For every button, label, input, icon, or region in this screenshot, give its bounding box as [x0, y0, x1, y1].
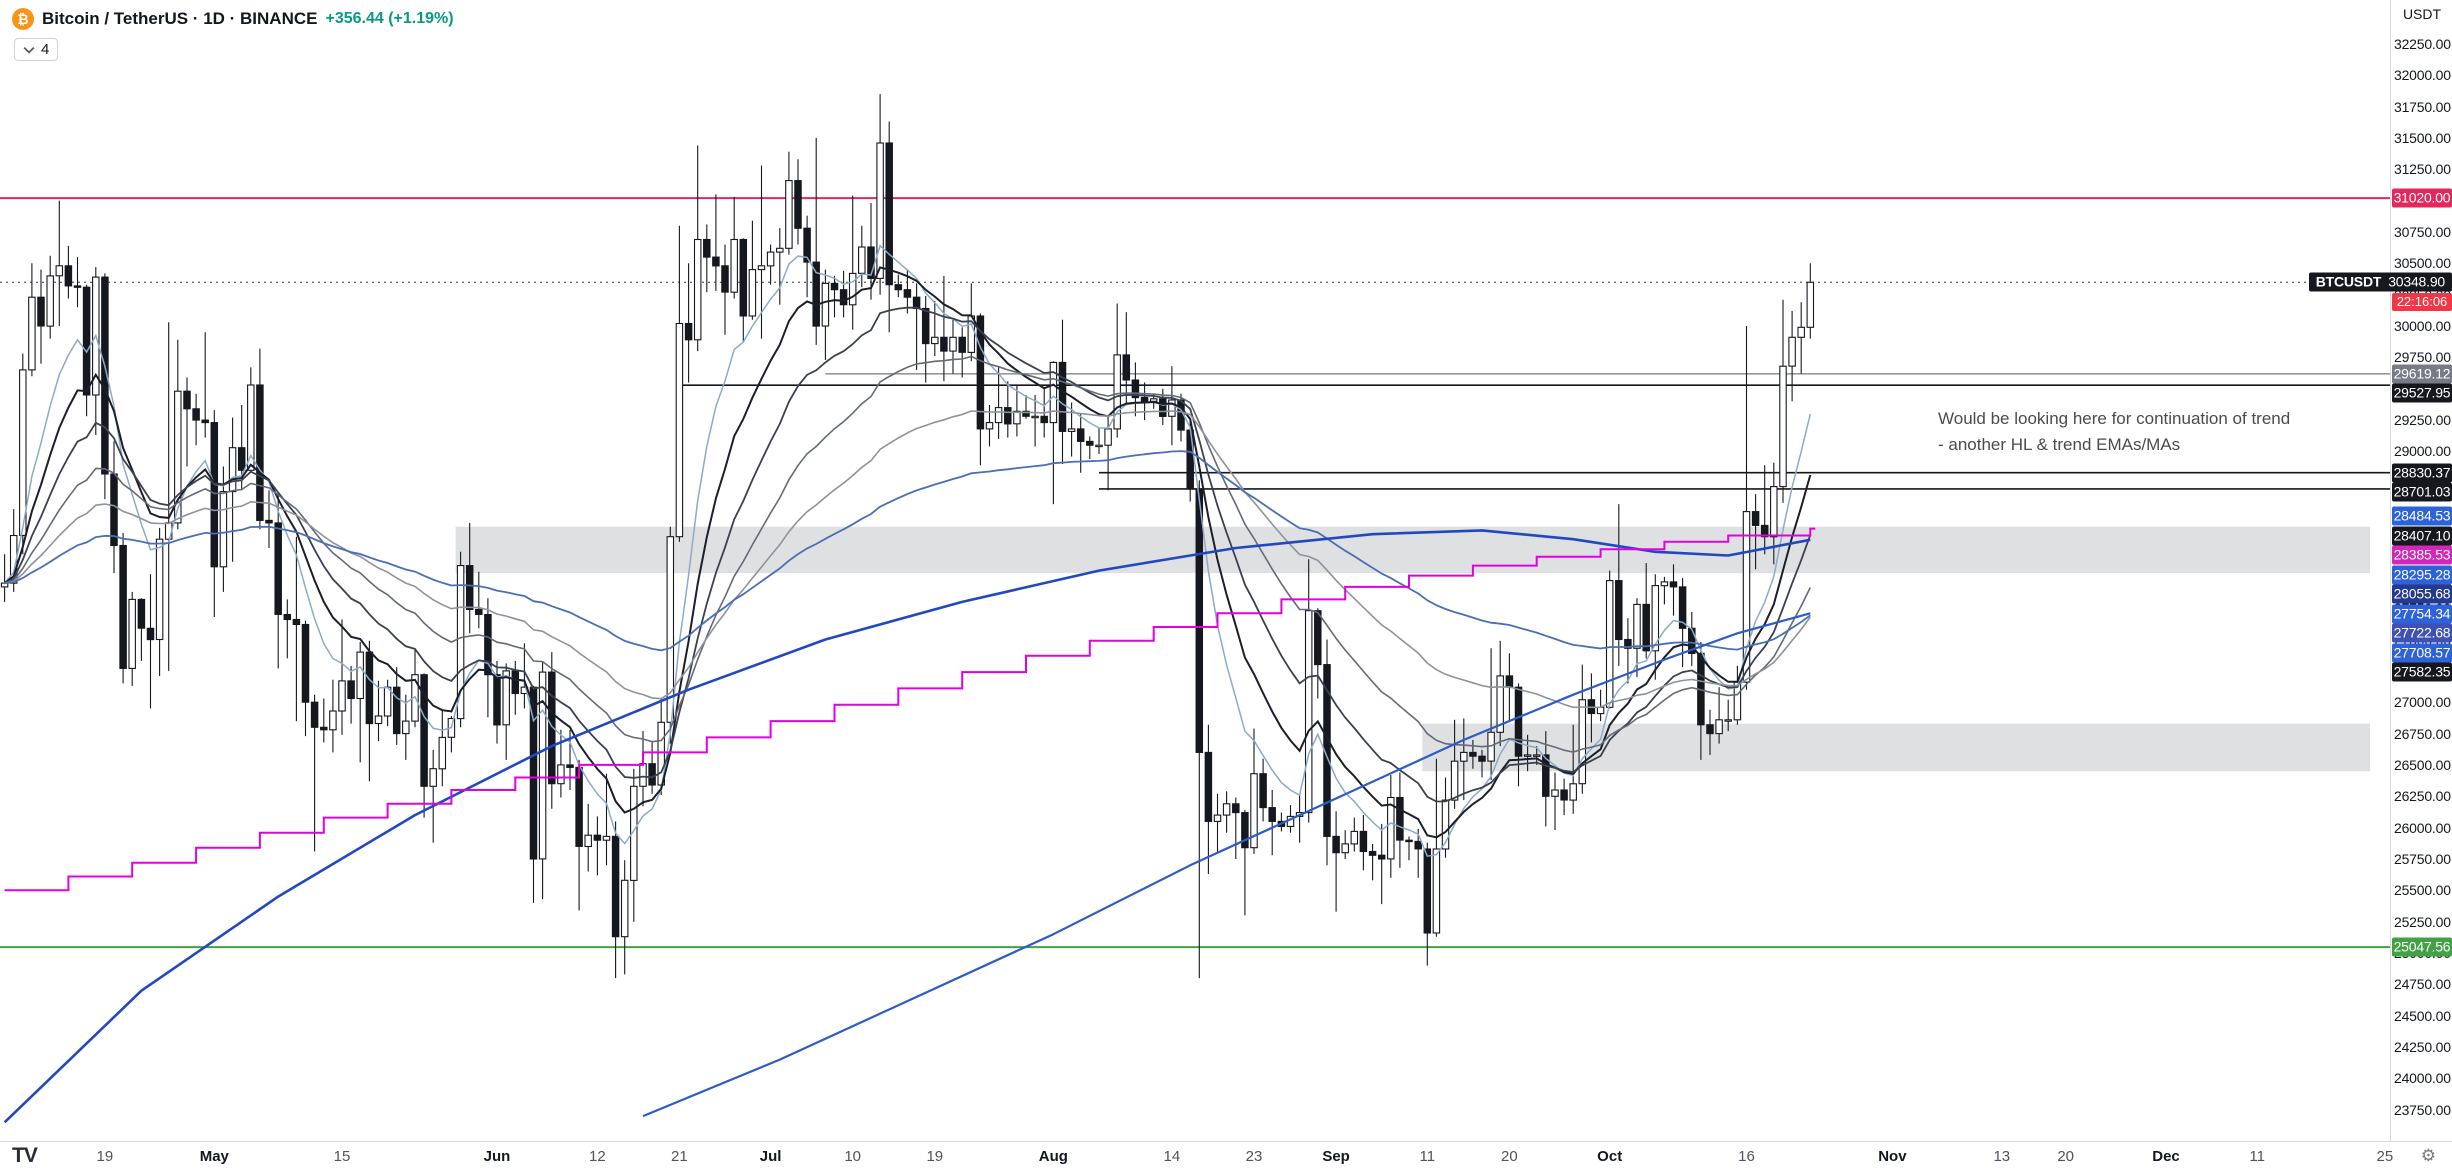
price-tick-label: 31250.00: [2394, 161, 2451, 178]
price-badge: 27754.34: [2392, 604, 2452, 624]
time-tick-label: Jul: [759, 1148, 782, 1165]
price-tick-label: 24500.00: [2394, 1007, 2451, 1024]
price-badge: 28830.37: [2392, 463, 2452, 483]
price-badge: 27582.35: [2392, 662, 2452, 682]
ema-line: [4, 450, 1811, 652]
weekly-ma-magenta: [4, 527, 1816, 892]
price-tick-label: 24000.00: [2394, 1070, 2451, 1087]
time-tick-label: 21: [671, 1148, 688, 1165]
price-badge: 27708.57: [2392, 643, 2452, 663]
axis-settings-corner[interactable]: ⚙: [2421, 1146, 2436, 1166]
price-axis[interactable]: USDT 32250.00 32000.00 31750.00 31500.00 312…: [2308, 0, 2452, 1141]
price-tick-label: 30750.00: [2394, 224, 2451, 240]
time-tick-label: 19: [96, 1148, 114, 1165]
indicator-count: 4: [41, 41, 50, 58]
price-badge: 28295.28: [2392, 565, 2452, 585]
price-tick-label: 27000.00: [2394, 694, 2451, 711]
price-tick-label: 23750.00: [2394, 1101, 2451, 1118]
price-badge-container: 31020.00 BTCUSDT 30348.90 22:16:06 29619.12 2…: [2308, 0, 2452, 1141]
time-tick-label: Jun: [483, 1148, 511, 1165]
time-tick-label: 25: [2376, 1148, 2394, 1165]
long-ma-blue: [3, 529, 1811, 1124]
time-tick-label: Aug: [1038, 1148, 1068, 1165]
bar-countdown-badge: 22:16:06: [2392, 292, 2452, 311]
price-tick-label: 25500.00: [2394, 882, 2451, 899]
time-tick-label: Oct: [1597, 1148, 1623, 1165]
tradingview-logo[interactable]: TV: [12, 1144, 38, 1167]
time-tick-label: 16: [1738, 1148, 1755, 1165]
time-tick-label: Dec: [2152, 1148, 2180, 1165]
trend-note-annotation[interactable]: Would be looking here for continuation o…: [1938, 406, 2290, 458]
chart-canvas[interactable]: [0, 0, 2390, 1141]
time-tick-label: 20: [2057, 1148, 2075, 1165]
price-badge: 29619.12: [2392, 364, 2452, 384]
price-badge: 29527.95: [2392, 383, 2452, 403]
time-tick-label: 13: [1993, 1148, 2011, 1165]
chart-plot-area[interactable]: Would be looking here for continuation o…: [0, 0, 2390, 1141]
price-change-text: +356.44 (+1.19%): [325, 10, 454, 27]
price-tick-label: 26750.00: [2394, 725, 2451, 742]
time-tick-label: 19: [926, 1148, 944, 1165]
price-tick-label: 31500.00: [2394, 129, 2451, 146]
ema-line: [4, 410, 1811, 709]
time-tick-label: May: [199, 1148, 229, 1165]
time-tick-label: 20: [1501, 1148, 1518, 1165]
time-tick-label: 12: [589, 1148, 606, 1165]
ema-line: [4, 266, 1812, 839]
price-tick-label: 25250.00: [2394, 913, 2451, 930]
price-badge: 28055.68: [2392, 584, 2452, 604]
price-tick-label: 26000.00: [2394, 819, 2451, 836]
candles-layer: [0, 94, 1815, 979]
indicators-collapsed-chip[interactable]: 4: [14, 38, 59, 61]
chart-legend: ₿ Bitcoin / TetherUS · 1D · BINANCE +356…: [12, 8, 454, 61]
gear-icon[interactable]: ⚙: [2420, 1146, 2436, 1165]
time-tick-label: 23: [1245, 1148, 1263, 1165]
annotation-line-1: Would be looking here for continuation o…: [1938, 409, 2291, 428]
price-badge: 31020.00: [2392, 188, 2452, 208]
price-badge: 27722.68: [2392, 623, 2452, 643]
symbol-title[interactable]: Bitcoin / TetherUS · 1D · BINANCE: [42, 9, 318, 28]
annotation-line-2: - another HL & trend EMAs/MAs: [1938, 435, 2181, 454]
time-tick-label: 10: [844, 1148, 862, 1165]
time-tick-label: 15: [333, 1148, 351, 1165]
price-tick-label: 29750.00: [2394, 349, 2451, 366]
chevron-down-icon: [23, 46, 35, 54]
time-axis[interactable]: TV 19 May 15 Jun 12 21 Jul 10 19 Aug 14 23 Sep 11 20 Oc…: [0, 1141, 2452, 1171]
axis-currency-label: USDT: [2402, 6, 2442, 22]
price-tick-label: 32250.00: [2394, 35, 2451, 52]
time-tick-label: 11: [2249, 1148, 2265, 1165]
price-badge: 28484.53: [2392, 506, 2452, 526]
time-tick-label: Nov: [1878, 1148, 1907, 1165]
price-tick-label: 30000.00: [2394, 318, 2451, 334]
last-price-badge: BTCUSDT 30348.90: [2308, 272, 2452, 292]
price-tick-label: 29000.00: [2394, 443, 2451, 460]
ema-line: [4, 355, 1812, 753]
bitcoin-glyph: ₿: [17, 11, 29, 27]
price-tick-label: 32000.00: [2394, 67, 2451, 84]
price-tick-label: 26500.00: [2394, 756, 2451, 773]
price-tick-label: 26250.00: [2394, 788, 2451, 805]
time-tick-label: Sep: [1322, 1148, 1350, 1165]
price-tick-label: 24250.00: [2394, 1039, 2451, 1056]
time-tick-label: 14: [1163, 1148, 1181, 1165]
price-tick-label: 29250.00: [2394, 412, 2451, 429]
price-badge: 28385.53: [2392, 545, 2452, 565]
time-tick-label: 11: [1419, 1148, 1436, 1165]
ema-line: [4, 306, 1812, 803]
symbol-legend-row[interactable]: ₿ Bitcoin / TetherUS · 1D · BINANCE +356…: [12, 8, 454, 30]
price-badge: 28701.03: [2392, 482, 2452, 502]
price-tick-label: 30500.00: [2394, 255, 2451, 272]
price-tick-label: 31750.00: [2394, 98, 2451, 115]
long-ma-blue-2: [642, 612, 1811, 1118]
supply-demand-zone: [1422, 723, 2370, 772]
price-tick-label: 24750.00: [2394, 976, 2451, 993]
price-badge: 28407.10: [2392, 526, 2452, 546]
price-tick-label: 25750.00: [2394, 851, 2451, 867]
bitcoin-icon: ₿: [12, 8, 34, 30]
price-badge: 25047.56: [2392, 937, 2452, 957]
